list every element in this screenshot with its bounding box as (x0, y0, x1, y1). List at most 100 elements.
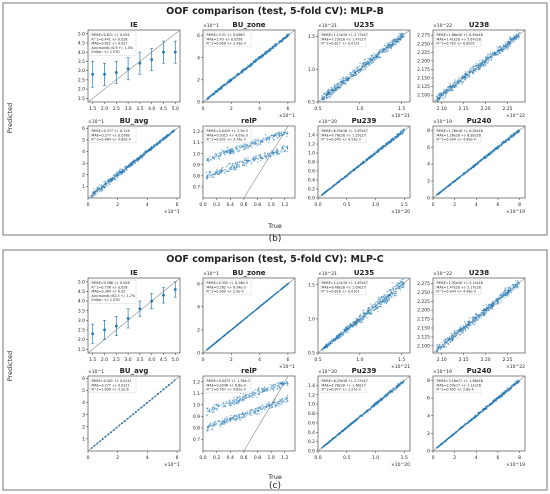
y-tick-label: 0.2 (308, 187, 315, 193)
data-point (117, 174, 119, 177)
data-point (252, 158, 254, 160)
data-point (373, 153, 375, 155)
x-tick-label: 5.0 (172, 106, 179, 112)
data-point (326, 346, 328, 348)
data-point (261, 303, 264, 306)
data-point (321, 97, 324, 100)
y-tick-label: 0.9 (193, 162, 200, 168)
stats-line: R^2=0.783 +/- 0.0205 (437, 42, 475, 46)
data-point (344, 176, 346, 178)
data-point (481, 64, 484, 67)
data-point (109, 178, 111, 180)
data-point (229, 168, 231, 171)
data-point (239, 72, 242, 74)
data-point (463, 75, 465, 77)
data-point (246, 146, 248, 148)
data-point (380, 56, 382, 59)
data-point (288, 282, 290, 284)
data-point (125, 167, 127, 170)
data-point (389, 47, 391, 49)
data-point (219, 169, 221, 172)
y-tick-label: 0.5 (308, 100, 315, 106)
data-point (367, 61, 370, 63)
data-point (381, 49, 384, 51)
data-point (323, 98, 325, 101)
data-point (111, 178, 113, 181)
data-point (456, 86, 458, 88)
data-point (118, 170, 120, 173)
data-point (233, 77, 236, 80)
data-point (121, 173, 123, 175)
data-point (438, 92, 440, 94)
data-point (130, 162, 133, 164)
x-tick-label: 3.0 (125, 106, 132, 112)
data-point (274, 46, 276, 48)
data-point (239, 322, 241, 324)
data-point (350, 75, 353, 78)
data-point (215, 154, 218, 156)
data-point (358, 318, 360, 321)
x-tick-label: 4.5 (160, 106, 167, 112)
data-point (139, 156, 142, 159)
data-point (153, 145, 156, 148)
data-point (243, 318, 245, 321)
data-point (234, 164, 236, 166)
y-tick-label: 1.5 (308, 282, 315, 288)
stats-line: RMSE=1.76e18 +/- 6.05e16 (437, 129, 483, 133)
data-point (357, 71, 360, 74)
data-point (145, 152, 147, 154)
data-point (375, 304, 378, 306)
data-point (261, 158, 263, 160)
data-point (205, 172, 208, 174)
data-point (260, 140, 262, 142)
data-point (348, 173, 350, 175)
points-group (203, 278, 295, 353)
data-point (509, 135, 511, 137)
data-point (252, 60, 255, 62)
data-point (254, 143, 256, 146)
x-tick-label: 1.2 (281, 202, 288, 208)
data-point (346, 325, 348, 327)
y-tick-label: 2 (82, 172, 85, 178)
data-point (98, 187, 100, 190)
data-point (487, 56, 490, 59)
data-point (439, 96, 442, 98)
data-point (209, 174, 211, 176)
data-point (500, 144, 502, 147)
data-point (372, 59, 374, 61)
data-point (371, 58, 373, 60)
data-point (458, 177, 461, 179)
data-point (517, 131, 520, 133)
data-point (108, 183, 110, 185)
data-point (209, 159, 211, 161)
data-point (157, 142, 159, 144)
data-point (258, 306, 260, 309)
data-point (206, 178, 208, 180)
data-point (484, 156, 486, 158)
data-point (492, 52, 494, 54)
data-point (517, 130, 520, 132)
data-point (137, 158, 140, 161)
y-tick-label: 3.5 (78, 308, 85, 314)
data-point (270, 134, 273, 137)
data-point (368, 155, 371, 158)
data-point (373, 52, 375, 55)
data-point (253, 160, 255, 162)
data-point (507, 47, 509, 50)
data-point (342, 332, 345, 335)
data-point (246, 66, 248, 68)
y-tick-label: 4.0 (78, 299, 85, 305)
data-point (507, 41, 509, 43)
data-point (264, 151, 266, 154)
data-point (352, 320, 355, 323)
data-point (257, 139, 259, 142)
data-point (219, 156, 221, 158)
data-point (474, 69, 476, 72)
data-point (217, 173, 219, 176)
data-point (469, 71, 472, 74)
data-point (224, 168, 226, 171)
stats-line: R^2=0.832 +/- 3.74e-3 (207, 138, 246, 142)
data-point (262, 157, 264, 159)
